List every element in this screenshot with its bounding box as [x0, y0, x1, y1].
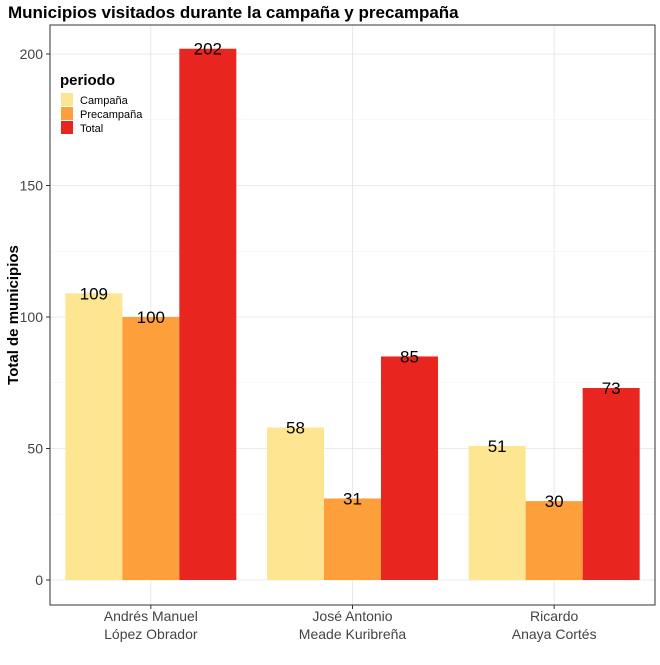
x-tick-label: Andrés Manuel López Obrador: [104, 608, 198, 642]
bar-precampaña: [324, 498, 381, 580]
x-tick-label: Ricardo Anaya Cortés: [512, 608, 597, 642]
legend-swatch-total: [61, 121, 73, 134]
legend-swatch-precampaña: [61, 107, 73, 120]
x-tick-label-line: Andrés Manuel: [104, 608, 198, 624]
bar-value-label: 202: [194, 40, 222, 59]
x-tick-label-line: Meade Kuribreña: [299, 626, 407, 642]
chart-title: Municipios visitados durante la campaña …: [8, 3, 459, 22]
bar-total: [582, 388, 640, 580]
bar-value-label: 31: [343, 489, 362, 508]
bar-precampaña: [122, 317, 180, 580]
y-tick-label: 0: [35, 572, 43, 588]
bar-value-label: 109: [80, 284, 108, 303]
legend: periodo Campaña Precampaña Total: [60, 72, 143, 135]
y-axis-label: Total de municipios: [5, 245, 22, 385]
bar-value-label: 100: [137, 308, 165, 327]
x-tick-label-line: José Antonio: [312, 608, 392, 624]
bar-campaña: [267, 427, 324, 580]
bar-total: [381, 356, 438, 580]
y-tick-label: 50: [27, 441, 43, 457]
bar-total: [179, 48, 237, 581]
bar-campaña: [65, 293, 123, 580]
y-tick-label: 100: [20, 309, 44, 325]
legend-title: periodo: [60, 72, 115, 89]
x-tick-label-line: Ricardo: [530, 608, 578, 624]
x-tick-label-line: Anaya Cortés: [512, 626, 597, 642]
x-tick-label-line: López Obrador: [104, 626, 198, 642]
y-tick-label: 150: [20, 178, 44, 194]
bar-campaña: [468, 445, 526, 580]
y-tick-label: 200: [20, 46, 44, 62]
bar-value-label: 85: [400, 347, 419, 366]
legend-label: Precampaña: [80, 109, 143, 121]
legend-swatch-campaña: [61, 93, 73, 106]
legend-label: Total: [80, 123, 103, 135]
bar-value-label: 73: [602, 379, 621, 398]
legend-label: Campaña: [80, 95, 129, 107]
bar-value-label: 30: [545, 492, 564, 511]
bar-precampaña: [525, 501, 583, 580]
x-tick-label: José Antonio Meade Kuribreña: [299, 608, 407, 642]
bar-value-label: 58: [286, 418, 305, 437]
bar-value-label: 51: [488, 437, 507, 456]
